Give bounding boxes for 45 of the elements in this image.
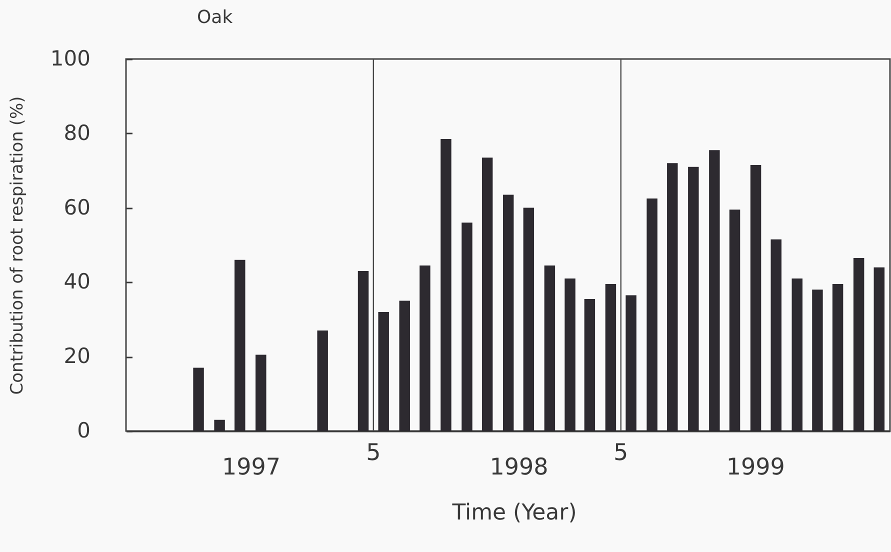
- bar: [770, 239, 782, 431]
- bar: [214, 420, 225, 431]
- bar: [420, 265, 430, 431]
- bar: [853, 258, 864, 431]
- ref-line-label: 5: [614, 440, 628, 466]
- bar: [523, 208, 534, 431]
- y-tick-label: 20: [64, 344, 90, 368]
- y-tick-label: 100: [50, 46, 90, 70]
- bar: [832, 284, 844, 431]
- bar: [317, 330, 328, 431]
- y-tick-label: 40: [64, 270, 90, 294]
- bar: [378, 312, 389, 431]
- bar: [709, 150, 720, 431]
- bar: [812, 290, 823, 431]
- bar: [667, 163, 678, 431]
- bar: [256, 354, 266, 431]
- bar: [874, 267, 885, 431]
- ref-line-label: 5: [366, 440, 381, 466]
- chart-title: Oak: [197, 7, 234, 28]
- x-axis-title: Time (Year): [451, 500, 577, 526]
- bar: [544, 265, 556, 431]
- bar: [750, 165, 762, 431]
- bar: [482, 158, 493, 431]
- bar: [605, 284, 616, 431]
- bar: [626, 295, 636, 431]
- x-tick-label: 1999: [726, 454, 785, 480]
- bar: [584, 298, 596, 431]
- bar: [399, 300, 410, 431]
- bar: [358, 271, 369, 431]
- y-tick-label: 80: [64, 120, 90, 145]
- bar: [564, 278, 576, 431]
- y-tick-label: 60: [64, 195, 90, 220]
- y-tick-label: 0: [77, 418, 90, 442]
- bar: [792, 278, 802, 431]
- bar: [440, 138, 452, 431]
- x-tick-label: 1998: [490, 454, 548, 480]
- bar: [646, 198, 658, 431]
- bar: [688, 166, 699, 431]
- y-axis-title: Contribution of root respiration (%): [8, 96, 28, 395]
- bar: [234, 260, 246, 431]
- bar: [193, 368, 204, 431]
- x-tick-label: 1997: [222, 454, 281, 480]
- bar: [729, 210, 740, 431]
- bar: [462, 222, 472, 431]
- bar: [502, 194, 514, 431]
